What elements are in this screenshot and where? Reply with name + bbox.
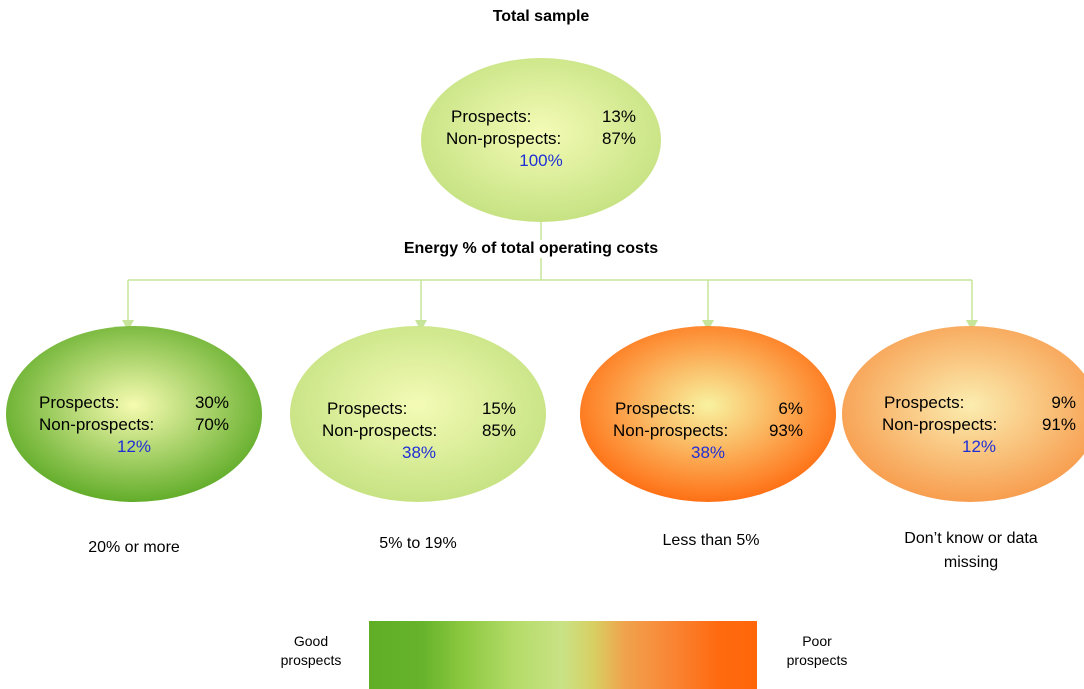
branch-label-3: Don’t know or data missing [858,527,1084,575]
root-prospects-value: 13% [601,107,636,126]
branch-1-nonprospects-label: Non-prospects: [322,421,438,440]
legend-good-label: Good prospects [256,632,366,670]
branch-label-1: 5% to 19% [298,532,538,556]
root-ellipse [421,58,661,222]
legend-poor-label: Poor prospects [762,632,872,670]
branch-1-share: 38% [401,443,437,462]
split-label: Energy % of total operating costs [336,240,726,258]
branch-1-prospects-label: Prospects: [327,399,408,418]
branch-node-text-2: Prospects: 6% Non-prospects: 93% 38% [613,398,803,464]
root-nonprospects-value: 87% [601,129,636,148]
branch-0-nonprospects-label: Non-prospects: [39,415,155,434]
branch-node-text-1: Prospects: 15% Non-prospects: 85% 38% [322,398,516,464]
branch-0-share: 12% [116,437,152,456]
root-title: Total sample [492,8,590,25]
connectors [127,215,973,325]
root-node-text: Prospects: 13% Non-prospects: 87% 100% [446,106,636,172]
branch-3-nonprospects-label: Non-prospects: [882,415,998,434]
branch-label-1-line-0: 5% to 19% [379,535,457,552]
branch-2-nonprospects-value: 93% [768,421,803,440]
branch-label-2: Less than 5% [591,529,831,553]
branch-2-prospects-value: 6% [778,399,803,418]
arrowheads [122,320,978,331]
branch-3-prospects-label: Prospects: [884,393,965,412]
arrowhead-2 [702,320,714,331]
branch-node-text-3: Prospects: 9% Non-prospects: 91% 12% [882,392,1076,458]
branch-3-prospects-value: 9% [1051,393,1076,412]
branch-ellipse-2 [580,326,836,502]
branch-ellipse-1 [290,326,546,502]
branch-node-text-0: Prospects: 30% Non-prospects: 70% 12% [39,392,229,458]
branch-1-nonprospects-value: 85% [481,421,516,440]
branch-0-nonprospects-value: 70% [194,415,229,434]
branch-0-prospects-label: Prospects: [39,393,120,412]
root-share: 100% [519,151,563,170]
branch-1-prospects-value: 15% [481,399,516,418]
arrowhead-3 [966,320,978,331]
branch-label-0-line-0: 20% or more [88,539,180,556]
branch-2-share: 38% [690,443,726,462]
arrowhead-0 [122,320,134,331]
branch-0-prospects-value: 30% [194,393,229,412]
legend-gradient-bar [369,621,757,689]
root-nonprospects-label: Non-prospects: [446,129,562,148]
branch-label-3-line-0: Don’t know or data [904,530,1038,547]
legend-poor-line-1: prospects [786,652,848,668]
branch-ellipse-3 [842,326,1084,502]
branch-label-0: 20% or more [14,536,254,560]
branch-2-nonprospects-label: Non-prospects: [613,421,729,440]
branch-3-share: 12% [961,437,997,456]
legend-good-line-0: Good [293,633,329,649]
branch-3-nonprospects-value: 91% [1041,415,1076,434]
branch-label-2-line-0: Less than 5% [662,532,760,549]
legend-good-line-1: prospects [280,652,342,668]
branch-label-3-line-1: missing [943,554,999,571]
legend-poor-line-0: Poor [802,633,832,649]
root-prospects-label: Prospects: [451,107,532,126]
branch-ellipse-0 [6,326,262,502]
branch-2-prospects-label: Prospects: [615,399,696,418]
arrowhead-1 [415,320,427,331]
